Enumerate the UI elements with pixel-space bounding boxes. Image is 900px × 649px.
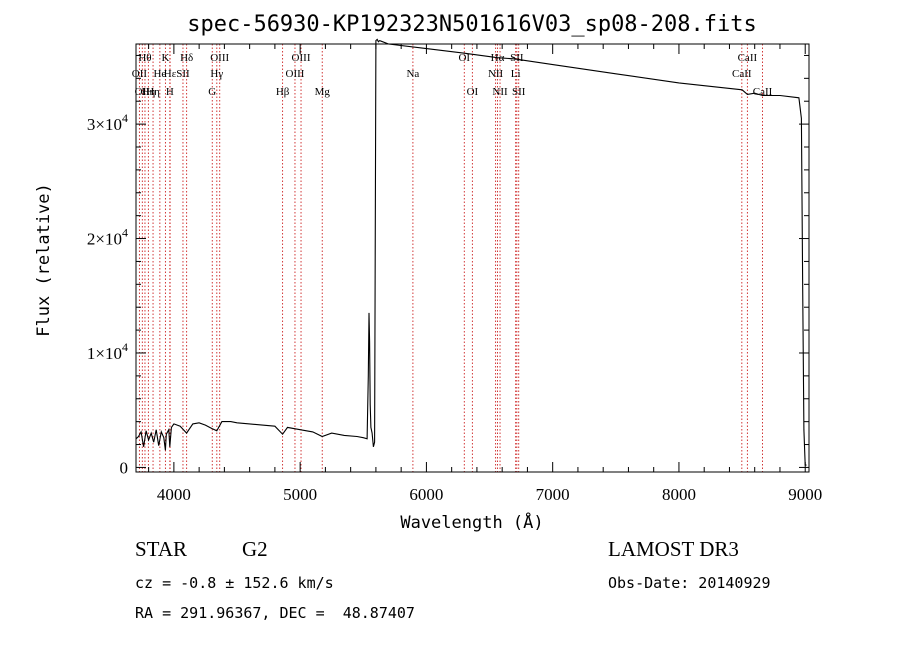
spectral-line-label: Hη [142, 86, 156, 98]
y-tick-label: 1×104 [87, 340, 128, 363]
x-axis-label: Wavelength (Å) [400, 511, 543, 533]
chart-title: spec-56930-KP192323N501616V03_sp08-208.f… [187, 12, 757, 37]
y-axis: 0 1×104 2×104 3×104 [87, 54, 809, 477]
spectral-line-label: Hγ [210, 68, 223, 80]
x-tick-label: 7000 [536, 485, 570, 504]
spectral-line-label: G [208, 86, 216, 98]
x-tick-label: 9000 [788, 485, 822, 504]
spectral-line-label: K [161, 52, 169, 64]
spectral-line-label: Na [406, 68, 419, 80]
spectral-line-label: Hη [146, 86, 160, 98]
spectral-lines-layer [138, 44, 763, 472]
redshift-readout: cz = -0.8 ± 152.6 km/s [135, 574, 334, 592]
spectral-line-label: OI [467, 86, 479, 98]
spectral-line-label: OIII [210, 52, 229, 64]
spectral-line-label: SII [512, 86, 526, 98]
spectral-subclass: G2 [242, 537, 268, 561]
x-tick-label: 4000 [157, 485, 191, 504]
spectral-line-label: CaII [738, 52, 758, 64]
spectral-line-label: CaII [732, 68, 752, 80]
spectral-line-label: OII [135, 86, 151, 98]
coordinates: RA = 291.96367, DEC = 48.87407 [135, 604, 415, 622]
spectral-line-label: CaII [753, 86, 773, 98]
spectral-line-label: SII [510, 52, 524, 64]
spectral-line-label: H [166, 86, 174, 98]
x-axis: 4000 5000 6000 7000 8000 9000 [148, 44, 822, 504]
obs-date: Obs-Date: 20140929 [608, 574, 771, 592]
spectrum-series-line [135, 38, 807, 466]
spectral-line-label: Mg [315, 86, 331, 98]
spectral-line-label: OI [458, 52, 470, 64]
spectral-line-label: Hδ [180, 52, 193, 64]
x-tick-label: 5000 [283, 485, 317, 504]
spectral-line-label: Hθ [138, 52, 151, 64]
y-tick-label: 2×104 [87, 226, 128, 249]
spectral-line-label: NII [492, 86, 508, 98]
spectral-line-label: Li [511, 68, 521, 80]
spectral-line-label: OIII [292, 52, 311, 64]
y-tick-label: 0 [120, 458, 129, 477]
spectral-line-label: He [153, 68, 166, 80]
spectral-line-label: NII [488, 68, 504, 80]
x-tick-label: 6000 [409, 485, 443, 504]
spectral-line-label: OIII [286, 68, 305, 80]
survey-name: LAMOST DR3 [608, 537, 739, 561]
object-type: STAR [135, 537, 187, 561]
y-axis-label: Flux (relative) [34, 183, 54, 337]
spectral-line-label: Hβ [276, 86, 290, 98]
y-tick-label: 3×104 [87, 111, 128, 134]
x-tick-label: 8000 [662, 485, 696, 504]
plot-frame [135, 43, 810, 473]
spectral-line-label: SII [176, 68, 190, 80]
spectral-line-label: Hε [164, 68, 177, 80]
